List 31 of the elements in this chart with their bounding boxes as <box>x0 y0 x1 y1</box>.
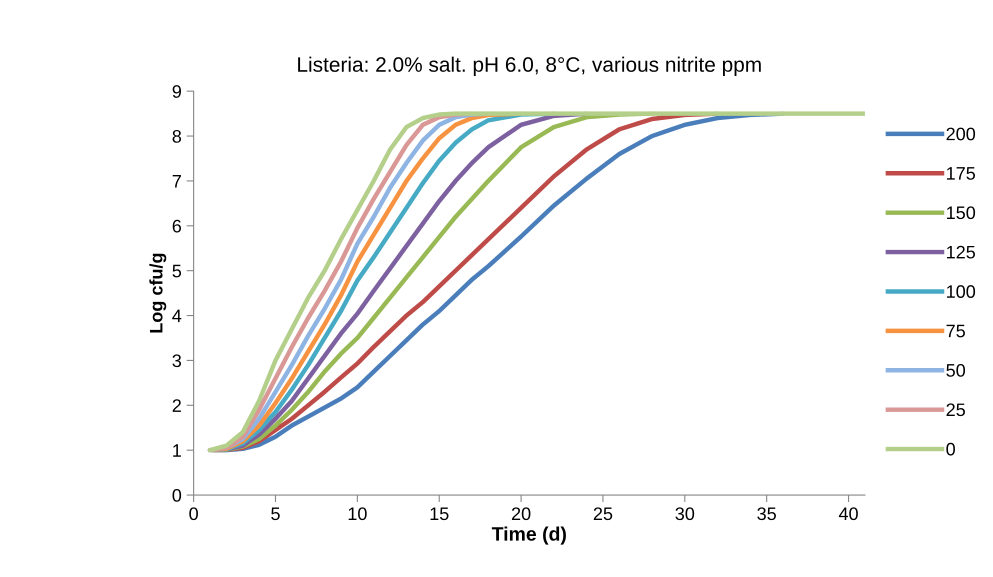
legend-label: 0 <box>946 442 955 456</box>
legend-label: 75 <box>946 324 965 338</box>
x-tick-label: 20 <box>512 507 530 520</box>
y-tick-label: 6 <box>172 220 182 233</box>
y-tick-label: 1 <box>173 444 181 457</box>
y-tick-label: 4 <box>172 310 182 322</box>
legend-label: 175 <box>947 167 976 180</box>
legend-label: 200 <box>946 128 976 140</box>
x-tick-label: 0 <box>189 507 198 520</box>
y-tick-label: 8 <box>172 130 182 143</box>
x-tick-label: 10 <box>348 507 367 520</box>
legend-label: 25 <box>946 403 965 416</box>
y-tick-label: 0 <box>172 489 182 502</box>
x-tick-label: 40 <box>838 507 858 520</box>
y-tick-label: 3 <box>172 354 182 368</box>
x-tick-label: 25 <box>594 507 612 520</box>
x-tick-label: 35 <box>757 507 776 520</box>
x-tick-label: 15 <box>430 508 449 520</box>
chart-title: Listeria: 2.0% salt. pH 6.0, 8°C, various nitrite ppm <box>298 56 761 76</box>
y-tick-label: 2 <box>172 399 181 412</box>
legend-label: 125 <box>947 246 976 259</box>
y-axis-title: Log cfu/g <box>149 254 166 333</box>
x-axis-title: Time (d) <box>492 526 566 545</box>
x-tick-label: 30 <box>675 507 694 520</box>
y-tick-label: 9 <box>172 85 181 98</box>
y-tick-label: 5 <box>172 264 182 278</box>
legend-label: 100 <box>947 285 976 298</box>
x-tick-label: 5 <box>271 508 280 520</box>
y-tick-label: 7 <box>172 175 181 188</box>
legend-label: 50 <box>946 364 966 377</box>
legend-label: 150 <box>947 206 976 220</box>
